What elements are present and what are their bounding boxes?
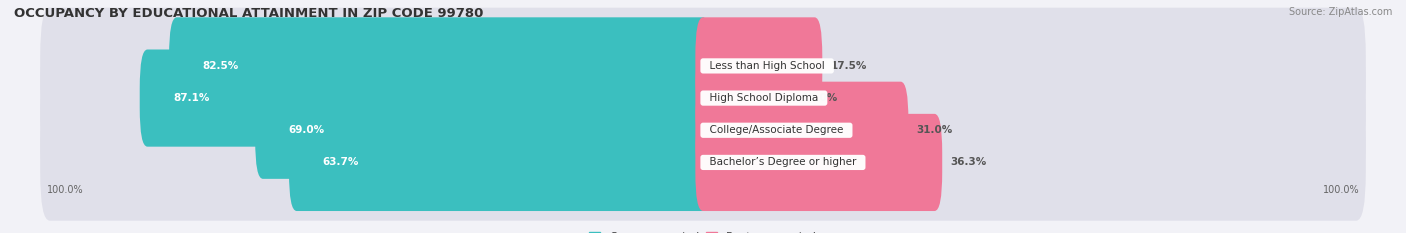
Text: High School Diploma: High School Diploma [703, 93, 825, 103]
FancyBboxPatch shape [169, 17, 710, 114]
FancyBboxPatch shape [696, 82, 908, 179]
FancyBboxPatch shape [41, 8, 1365, 124]
Text: 13.0%: 13.0% [801, 93, 838, 103]
Text: College/Associate Degree: College/Associate Degree [703, 125, 849, 135]
Text: 31.0%: 31.0% [917, 125, 953, 135]
Text: 36.3%: 36.3% [950, 158, 987, 168]
Text: 82.5%: 82.5% [202, 61, 239, 71]
Text: OCCUPANCY BY EDUCATIONAL ATTAINMENT IN ZIP CODE 99780: OCCUPANCY BY EDUCATIONAL ATTAINMENT IN Z… [14, 7, 484, 20]
Text: Source: ZipAtlas.com: Source: ZipAtlas.com [1288, 7, 1392, 17]
Legend: Owner-occupied, Renter-occupied: Owner-occupied, Renter-occupied [585, 227, 821, 233]
Text: Less than High School: Less than High School [703, 61, 831, 71]
Text: 63.7%: 63.7% [322, 158, 359, 168]
FancyBboxPatch shape [290, 114, 710, 211]
FancyBboxPatch shape [41, 104, 1365, 221]
FancyBboxPatch shape [139, 49, 710, 147]
Text: 69.0%: 69.0% [288, 125, 325, 135]
Text: Bachelor’s Degree or higher: Bachelor’s Degree or higher [703, 158, 863, 168]
Text: 87.1%: 87.1% [173, 93, 209, 103]
Text: 17.5%: 17.5% [831, 61, 868, 71]
FancyBboxPatch shape [696, 17, 823, 114]
FancyBboxPatch shape [41, 40, 1365, 156]
FancyBboxPatch shape [256, 82, 710, 179]
FancyBboxPatch shape [41, 72, 1365, 188]
FancyBboxPatch shape [696, 49, 793, 147]
FancyBboxPatch shape [696, 114, 942, 211]
